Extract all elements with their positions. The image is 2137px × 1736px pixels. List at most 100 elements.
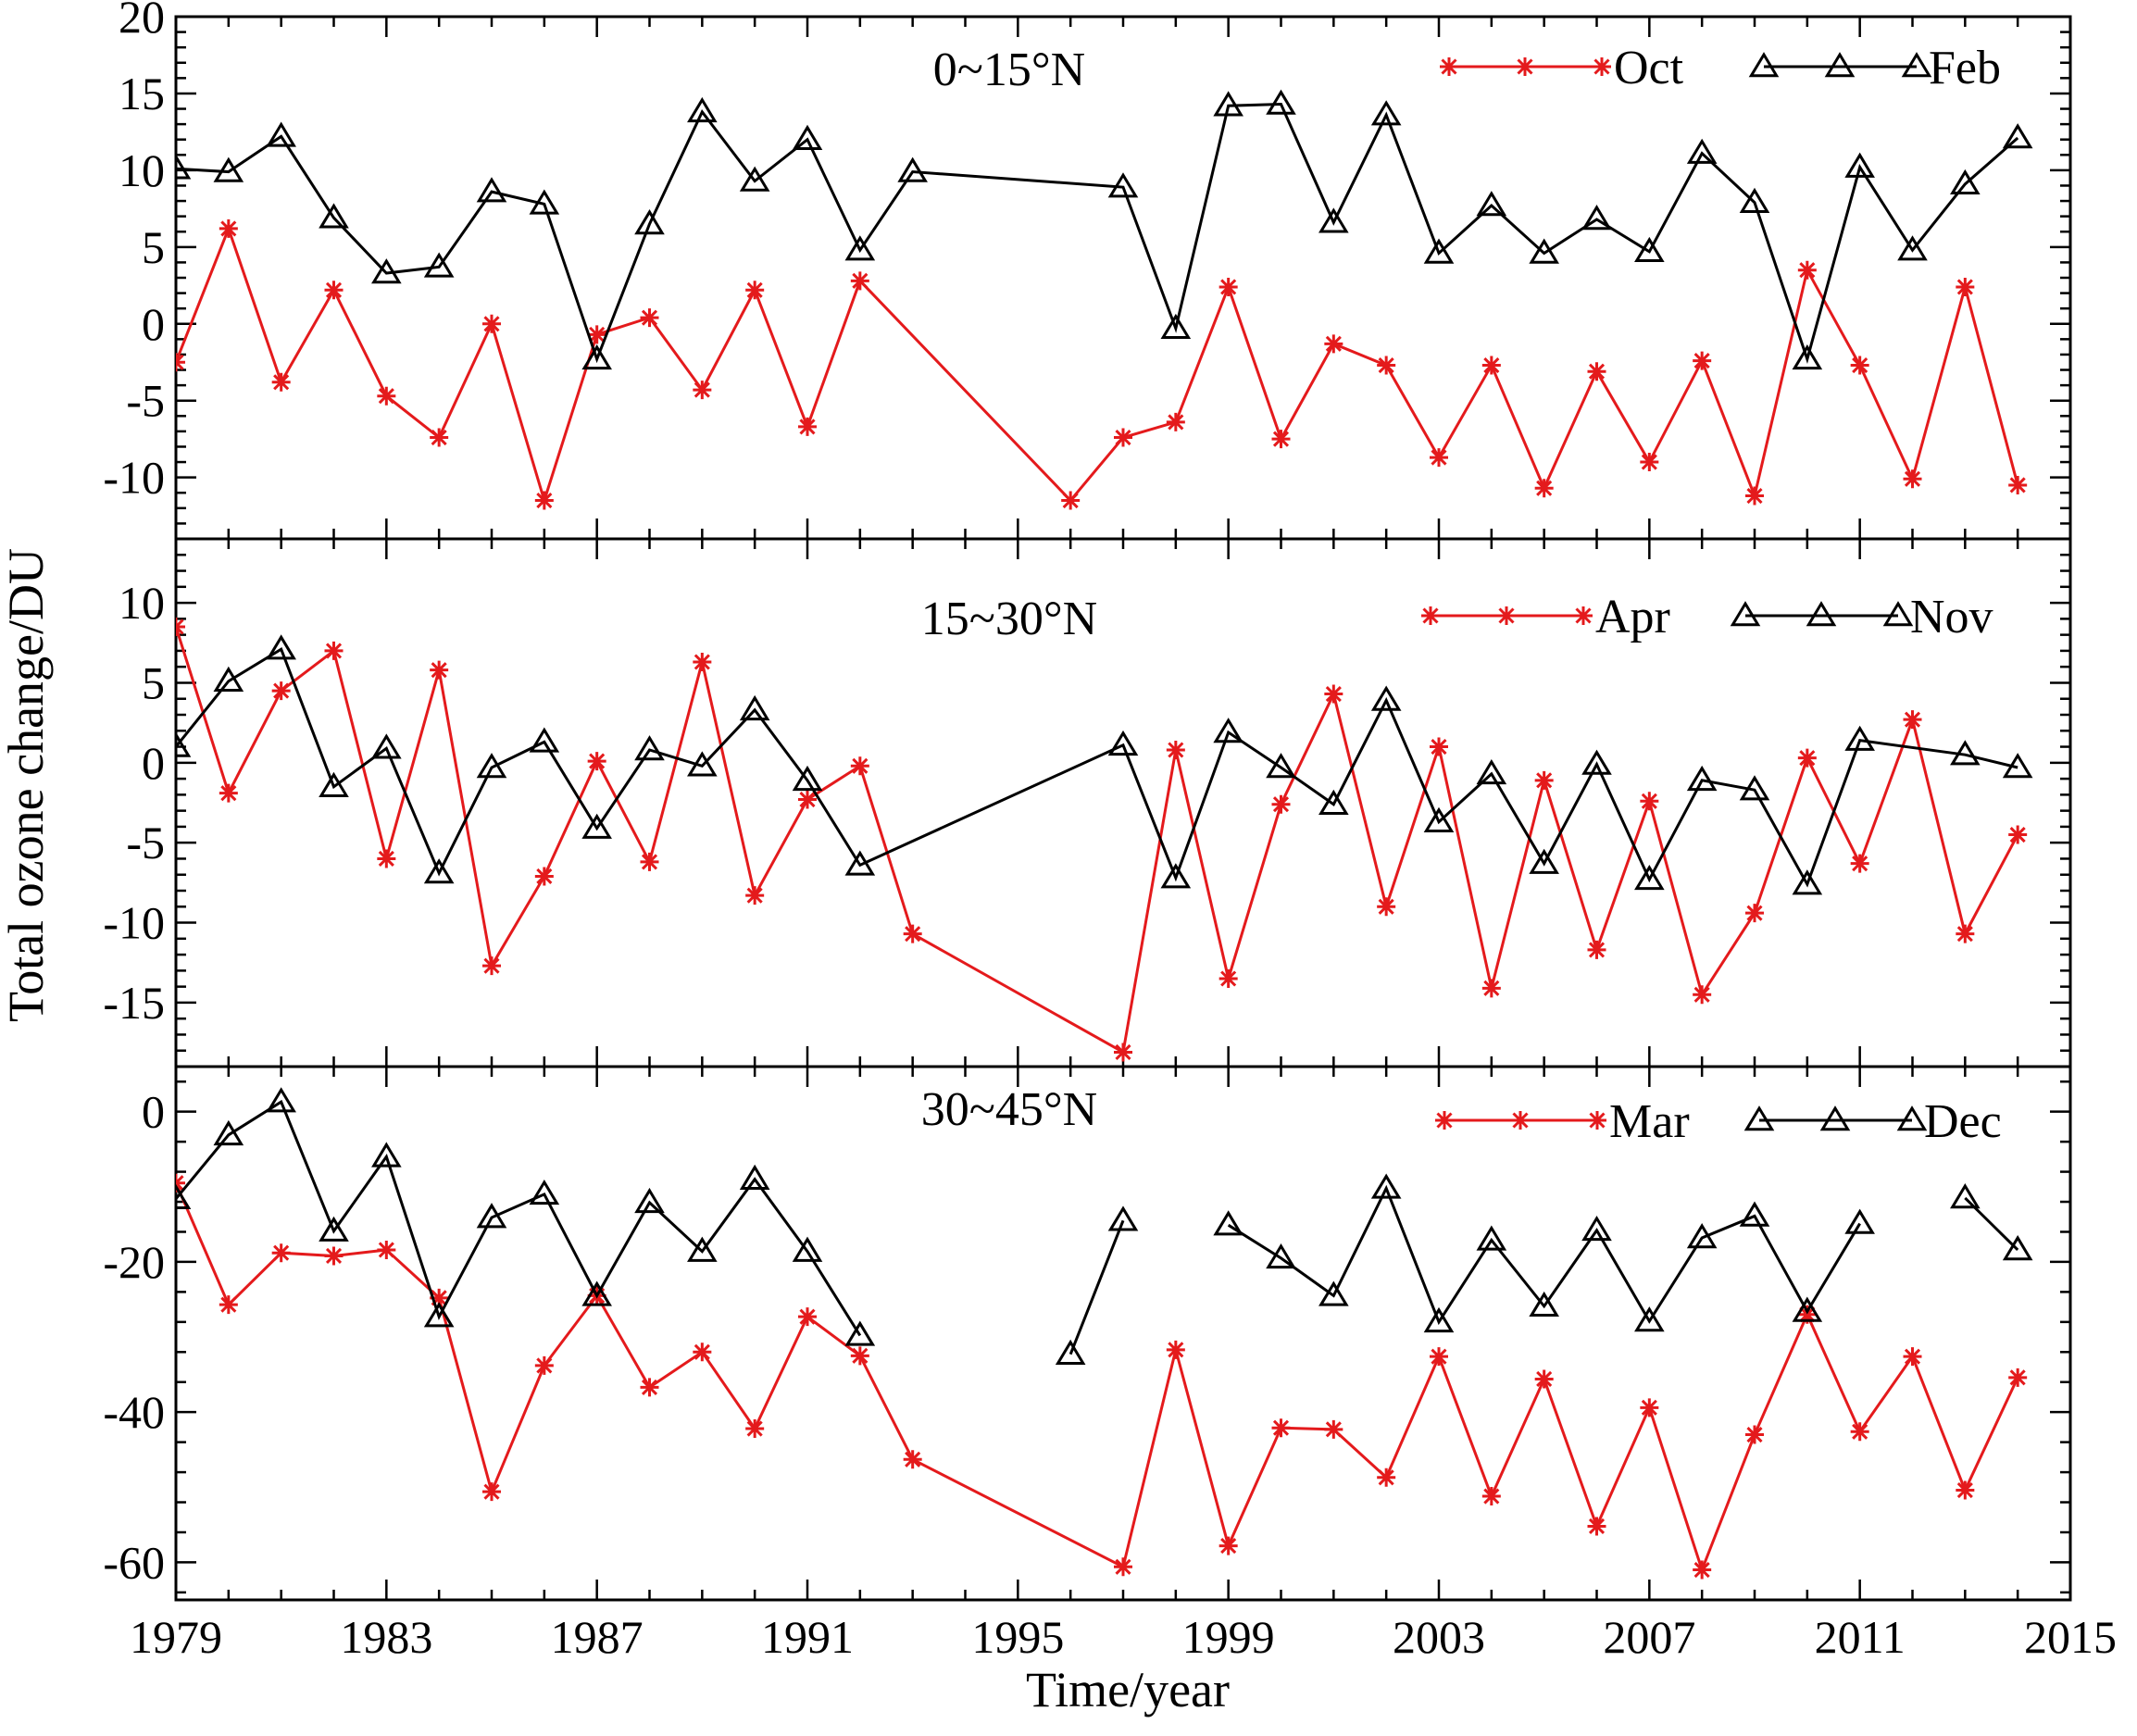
data-point-mar xyxy=(1430,1347,1448,1367)
data-point-dec xyxy=(476,1203,507,1229)
data-point-nov xyxy=(1634,864,1665,891)
data-point-feb xyxy=(792,124,823,150)
legend-marker xyxy=(1435,1111,1454,1130)
data-point-apr xyxy=(745,886,765,905)
data-point-apr xyxy=(1903,710,1922,730)
y-tick-label: -15 xyxy=(103,977,165,1029)
data-point-dec xyxy=(1529,1291,1559,1318)
data-point-mar xyxy=(1166,1340,1185,1359)
data-point-oct xyxy=(1114,428,1132,447)
data-point-feb xyxy=(1213,91,1243,117)
data-point-nov xyxy=(423,858,455,884)
data-point-feb xyxy=(897,156,928,182)
legend-marker xyxy=(1896,1105,1928,1131)
data-point-apr xyxy=(2008,825,2028,844)
data-point-oct xyxy=(850,271,869,291)
data-point-oct xyxy=(1534,479,1554,498)
panel-title: 15~30°N xyxy=(921,593,1097,645)
data-point-dec xyxy=(581,1280,612,1306)
data-point-mar xyxy=(1956,1480,1975,1500)
data-point-oct xyxy=(1271,430,1291,449)
series-line-dec xyxy=(176,1099,862,1337)
data-point-nov xyxy=(529,727,560,753)
data-point-feb xyxy=(1950,169,1981,195)
series-line-nov xyxy=(176,646,2018,888)
data-point-oct xyxy=(798,417,817,436)
data-point-apr xyxy=(1534,770,1554,790)
data-point-nov xyxy=(844,850,876,876)
legend-marker xyxy=(1511,1111,1530,1130)
data-point-mar xyxy=(1218,1536,1238,1555)
data-point-nov xyxy=(634,735,665,761)
data-point-apr xyxy=(1640,792,1659,811)
data-point-dec xyxy=(1634,1306,1665,1332)
data-point-nov xyxy=(739,694,770,721)
data-point-feb xyxy=(371,258,402,284)
data-point-mar xyxy=(377,1240,396,1259)
data-point-feb xyxy=(581,344,612,370)
legend-entry-oct: Oct xyxy=(1440,42,1684,94)
data-point-apr xyxy=(1587,940,1606,959)
data-point-apr xyxy=(1166,741,1185,759)
y-tick-label: -5 xyxy=(126,817,165,868)
data-point-nov xyxy=(2002,753,2033,779)
legend-marker xyxy=(1824,52,1856,78)
legend-label: Nov xyxy=(1910,591,1993,643)
y-tick-label: 0 xyxy=(142,1086,165,1138)
data-point-apr xyxy=(271,681,291,701)
data-point-feb xyxy=(1897,235,1928,261)
y-tick-label: -20 xyxy=(103,1236,165,1288)
data-point-oct xyxy=(482,314,501,333)
data-point-dec xyxy=(266,1087,296,1113)
panel-frame xyxy=(174,537,2072,1068)
data-point-nov xyxy=(213,666,244,692)
data-point-apr xyxy=(587,752,606,771)
data-point-mar xyxy=(2008,1368,2028,1387)
data-point-dec xyxy=(1844,1208,1875,1234)
x-tick-label: 1995 xyxy=(971,1611,1064,1663)
panel-3: -60 -40 -20 0 30~45°N Mar Dec xyxy=(103,1065,2072,1602)
data-point-nov xyxy=(1739,775,1770,801)
data-point-dec xyxy=(1107,1205,1139,1231)
data-point-apr xyxy=(798,790,817,809)
data-point-feb xyxy=(319,203,349,229)
y-tick-label: 5 xyxy=(142,656,165,708)
y-tick-label: 0 xyxy=(142,298,165,350)
legend-label: Oct xyxy=(1614,42,1684,94)
data-point-dec xyxy=(319,1216,349,1242)
data-point-dec xyxy=(687,1236,718,1262)
data-point-feb xyxy=(1370,100,1402,126)
y-tick-label: -10 xyxy=(103,452,165,504)
data-point-dec xyxy=(1370,1173,1402,1199)
data-point-oct xyxy=(745,281,765,300)
data-point-oct xyxy=(534,491,554,510)
data-point-feb xyxy=(634,209,665,235)
data-point-oct xyxy=(1061,491,1081,510)
data-point-mar xyxy=(1481,1487,1501,1506)
legend-entry-nov: Nov xyxy=(1730,591,1993,643)
legend-label: Feb xyxy=(1929,42,2001,94)
legend-entry-mar: Mar xyxy=(1435,1095,1690,1148)
data-point-feb xyxy=(266,121,296,147)
x-axis: 1979 1983 1987 1991 1995 1999 2003 2007 2011 2015 xyxy=(130,1611,2117,1663)
data-point-mar xyxy=(271,1243,291,1263)
data-point-feb xyxy=(1634,236,1665,263)
data-point-dec xyxy=(1686,1223,1718,1249)
legend-marker xyxy=(1743,1105,1775,1131)
data-point-apr xyxy=(1218,969,1238,988)
data-point-mar xyxy=(324,1246,344,1266)
data-point-dec xyxy=(1055,1339,1086,1365)
data-point-nov xyxy=(476,753,507,779)
data-point-dec xyxy=(1792,1296,1823,1322)
data-point-nov xyxy=(1370,685,1402,711)
data-point-mar xyxy=(1534,1369,1554,1389)
data-point-apr xyxy=(1377,897,1396,917)
series-line-feb xyxy=(176,103,2019,365)
y-tick-label: -60 xyxy=(103,1536,165,1588)
data-point-oct xyxy=(1166,412,1185,431)
data-point-mar xyxy=(534,1355,554,1375)
data-point-oct xyxy=(693,381,712,400)
data-point-oct xyxy=(377,386,396,406)
y-tick-label: -40 xyxy=(103,1386,165,1438)
data-point-nov xyxy=(1318,789,1349,815)
